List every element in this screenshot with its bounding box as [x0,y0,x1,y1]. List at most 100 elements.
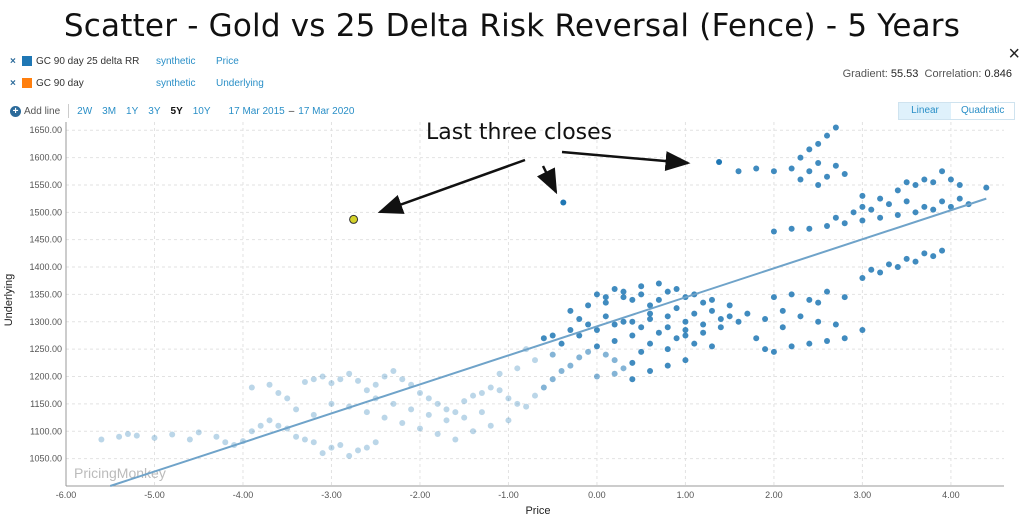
add-line-button[interactable]: + Add line [10,105,60,117]
scatter-point [248,428,255,435]
scatter-point [664,324,671,331]
range-1y[interactable]: 1Y [126,105,139,117]
scatter-point [248,384,255,391]
end-date[interactable]: 17 Mar 2020 [298,105,355,117]
scatter-point [629,318,636,325]
scatter-point [611,337,618,344]
scatter-point [470,428,477,435]
x-tick-label: -2.00 [410,490,431,500]
scatter-point [930,253,937,260]
scatter-point [372,381,379,388]
toolbar-divider [68,104,70,118]
remove-series-icon[interactable]: × [10,77,16,89]
scatter-point [576,332,583,339]
scatter-point [841,294,848,301]
series-name: GC 90 day [36,77,84,89]
scatter-point [877,214,884,221]
scatter-point [611,285,618,292]
scatter-point [319,373,326,380]
range-10y[interactable]: 10Y [192,105,211,117]
scatter-point [921,176,928,183]
scatter-point [939,198,946,205]
scatter-point [266,417,273,424]
scatter-point [939,247,946,254]
linear-option[interactable]: Linear [899,103,951,119]
scatter-point [585,302,592,309]
y-axis-label: Underlying [3,274,15,327]
close-icon[interactable]: × [1008,43,1020,65]
scatter-point [284,395,291,402]
series-source-link[interactable]: synthetic [156,55,196,67]
scatter-point [328,380,335,387]
x-tick-label: -1.00 [498,490,519,500]
x-tick-label: 0.00 [588,490,606,500]
scatter-point [859,203,866,210]
scatter-point [859,275,866,281]
scatter-point [461,398,468,405]
scatter-point [257,422,264,429]
scatter-point [903,198,910,205]
scatter-point [549,376,556,383]
scatter-point [602,351,609,358]
x-tick-label: -5.00 [144,490,165,500]
scatter-point [912,209,919,216]
scatter-point [762,316,769,323]
range-3y[interactable]: 3Y [148,105,161,117]
scatter-point [558,340,565,347]
scatter-point [859,327,866,333]
scatter-point [717,324,724,331]
scatter-point [611,357,618,364]
x-tick-label: 1.00 [677,490,695,500]
scatter-point [319,450,326,457]
range-3m[interactable]: 3M [102,105,117,117]
scatter-point [222,439,229,446]
scatter-point [824,173,831,180]
quadratic-option[interactable]: Quadratic [961,105,1005,116]
x-tick-labels: -6.00 -5.00 -4.00 -3.00 -2.00 -1.00 0.00 1.00 2.… [56,490,960,500]
scatter-point [620,318,627,325]
correlation-value: 0.846 [984,68,1012,80]
scatter-point [399,420,406,427]
scatter-point [540,384,547,391]
scatter-point [337,376,344,383]
scatter-point [824,288,831,295]
scatter-point [726,302,733,309]
scatter-point [549,351,556,358]
scatter-point [390,368,397,375]
scatter-point [638,283,645,290]
scatter-point [558,368,565,375]
scatter-point [611,321,618,328]
scatter-point [337,441,344,448]
scatter-point [691,310,698,317]
scatter-point [797,176,804,183]
scatter-point [682,357,689,364]
scatter-point [434,431,441,437]
range-2w[interactable]: 2W [77,105,93,117]
scatter-point [540,335,547,342]
scatter-point [859,192,866,199]
scatter-point [673,285,680,292]
scatter-point [399,376,406,383]
scatter-point [381,414,388,421]
range-5y[interactable]: 5Y [170,105,183,117]
scatter-point [629,332,636,339]
series-field-link[interactable]: Price [216,55,239,67]
scatter-point [859,217,866,224]
scatter-point [779,324,786,331]
fit-line [109,197,987,487]
series-source-link[interactable]: synthetic [156,77,196,89]
scatter-point [956,195,963,202]
scatter-point [647,310,654,317]
start-date[interactable]: 17 Mar 2015 [228,105,285,117]
scatter-point [903,255,910,262]
scatter-point [956,181,963,188]
scatter-point [585,348,592,355]
remove-series-icon[interactable]: × [10,55,16,67]
scatter-point [638,348,645,355]
series-field-link[interactable]: Underlying [216,77,264,89]
regression-toggle: Linear Quadratic [898,102,1016,120]
scatter-point [947,176,954,183]
scatter-point [717,316,724,323]
scatter-point [425,395,432,402]
